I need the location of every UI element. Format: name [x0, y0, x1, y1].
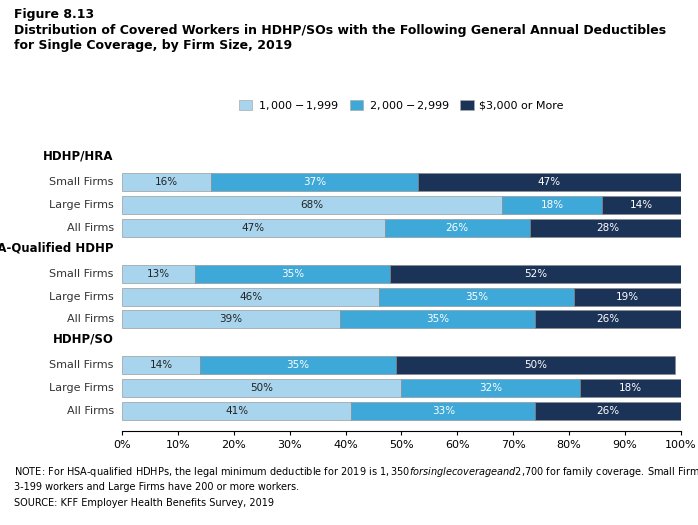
Text: 46%: 46%	[239, 291, 262, 301]
Text: Large Firms: Large Firms	[49, 291, 114, 301]
Text: SOURCE: KFF Employer Health Benefits Survey, 2019: SOURCE: KFF Employer Health Benefits Sur…	[14, 498, 274, 508]
Bar	[401, 379, 580, 397]
Bar	[574, 288, 681, 306]
Text: 3-199 workers and Large Firms have 200 or more workers.: 3-199 workers and Large Firms have 200 o…	[14, 482, 299, 492]
Text: 35%: 35%	[465, 291, 489, 301]
Text: 26%: 26%	[596, 314, 620, 324]
Text: 26%: 26%	[596, 406, 620, 416]
Bar	[351, 402, 535, 420]
Bar	[122, 219, 385, 237]
Text: 37%: 37%	[303, 177, 327, 187]
Text: 52%: 52%	[524, 269, 547, 279]
Text: All Firms: All Firms	[66, 223, 114, 233]
Bar	[396, 356, 675, 374]
Text: 18%: 18%	[618, 383, 642, 393]
Bar	[390, 265, 681, 282]
Text: Small Firms: Small Firms	[50, 177, 114, 187]
Bar	[580, 379, 681, 397]
Text: 14%: 14%	[630, 200, 653, 210]
Text: Distribution of Covered Workers in HDHP/SOs with the Following General Annual De: Distribution of Covered Workers in HDHP/…	[14, 24, 666, 37]
Bar	[535, 402, 681, 420]
Bar	[122, 288, 379, 306]
Text: 19%: 19%	[616, 291, 639, 301]
Text: All Firms: All Firms	[66, 406, 114, 416]
Text: 39%: 39%	[219, 314, 243, 324]
Text: All Firms: All Firms	[66, 314, 114, 324]
Bar	[535, 310, 681, 329]
Text: Small Firms: Small Firms	[50, 269, 114, 279]
Bar	[122, 356, 200, 374]
Legend: $1,000 - $1,999, $2,000 - $2,999, $3,000 or More: $1,000 - $1,999, $2,000 - $2,999, $3,000…	[235, 94, 568, 116]
Text: HSA-Qualified HDHP: HSA-Qualified HDHP	[0, 241, 114, 254]
Bar	[379, 288, 574, 306]
Text: 32%: 32%	[479, 383, 503, 393]
Bar	[340, 310, 535, 329]
Bar	[502, 196, 602, 214]
Text: 26%: 26%	[445, 223, 469, 233]
Text: 14%: 14%	[149, 360, 173, 370]
Bar	[122, 265, 195, 282]
Text: 68%: 68%	[300, 200, 324, 210]
Text: Figure 8.13: Figure 8.13	[14, 8, 94, 21]
Text: 41%: 41%	[225, 406, 248, 416]
Text: 50%: 50%	[524, 360, 547, 370]
Bar	[195, 265, 390, 282]
Bar	[122, 310, 340, 329]
Text: 47%: 47%	[242, 223, 265, 233]
Bar	[530, 219, 686, 237]
Text: 16%: 16%	[155, 177, 179, 187]
Bar	[122, 196, 502, 214]
Bar	[122, 173, 211, 191]
Bar	[418, 173, 681, 191]
Text: 28%: 28%	[596, 223, 620, 233]
Text: 47%: 47%	[537, 177, 561, 187]
Bar	[602, 196, 681, 214]
Bar	[211, 173, 418, 191]
Text: for Single Coverage, by Firm Size, 2019: for Single Coverage, by Firm Size, 2019	[14, 39, 292, 52]
Text: HDHP/HRA: HDHP/HRA	[43, 150, 114, 163]
Text: NOTE: For HSA-qualified HDHPs, the legal minimum deductible for 2019 is $1,350 f: NOTE: For HSA-qualified HDHPs, the legal…	[14, 465, 698, 479]
Text: 35%: 35%	[281, 269, 304, 279]
Bar	[385, 219, 530, 237]
Bar	[122, 379, 401, 397]
Text: 35%: 35%	[426, 314, 450, 324]
Text: 13%: 13%	[147, 269, 170, 279]
Bar	[200, 356, 396, 374]
Text: Large Firms: Large Firms	[49, 383, 114, 393]
Text: 50%: 50%	[251, 383, 273, 393]
Text: 18%: 18%	[540, 200, 564, 210]
Text: Large Firms: Large Firms	[49, 200, 114, 210]
Text: 35%: 35%	[286, 360, 310, 370]
Text: Small Firms: Small Firms	[50, 360, 114, 370]
Text: 33%: 33%	[431, 406, 455, 416]
Text: HDHP/SO: HDHP/SO	[53, 332, 114, 345]
Bar	[122, 402, 351, 420]
